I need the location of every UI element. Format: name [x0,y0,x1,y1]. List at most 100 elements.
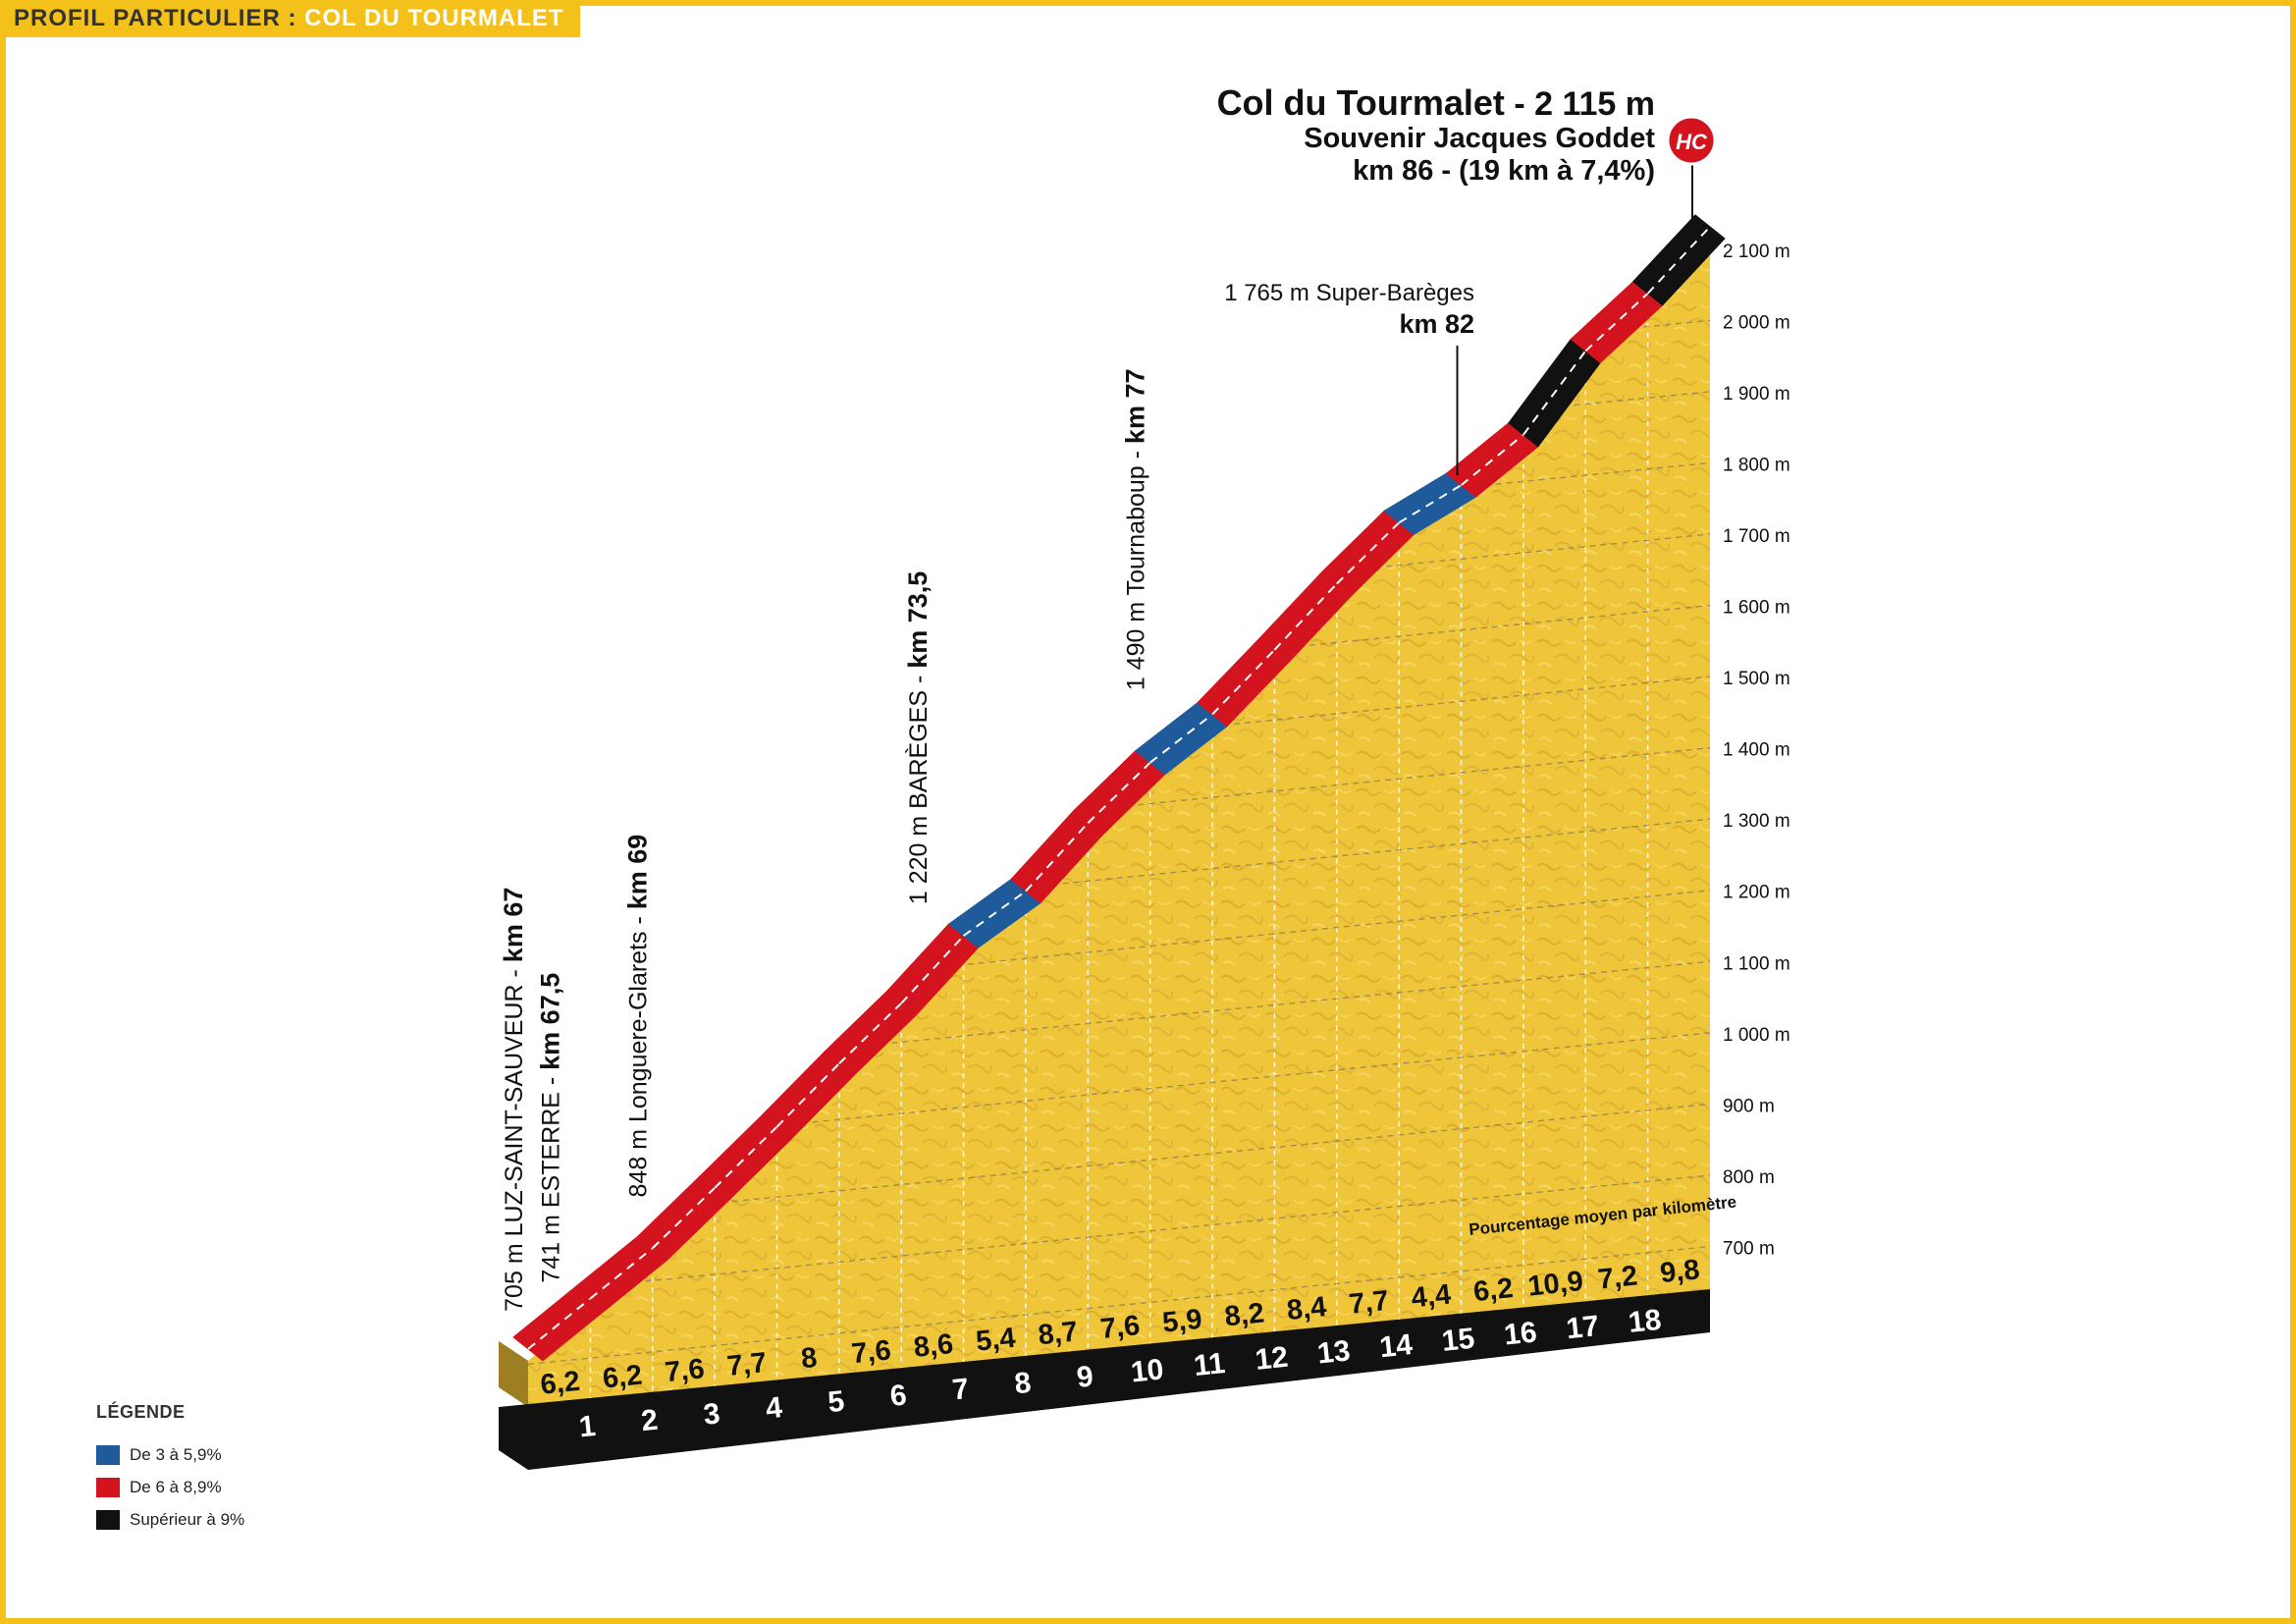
waypoint-alt: 1 490 m [1123,595,1150,690]
superbareges-label: 1 765 m Super-Barèges [1224,280,1474,306]
km-number: 11 [1193,1347,1227,1382]
altitude-tick-label: 1 900 m [1723,384,1790,405]
km-number: 1 [577,1410,597,1444]
gradient-label: 9,8 [1659,1254,1701,1289]
gradient-label: 7,6 [850,1334,892,1370]
km-number: 12 [1254,1341,1290,1377]
legend-item-red: De 6 à 8,9% [96,1471,244,1503]
legend-item-black: Supérieur à 9% [96,1503,244,1536]
waypoint-name: Tournaboup - [1123,444,1150,595]
gradient-label: 7,7 [725,1347,768,1382]
waypoint-label: 1 490 m Tournaboup - km 77 [1121,368,1150,690]
terrain-side-wall [499,1340,528,1407]
waypoint-name: ESTERRE - [538,1070,565,1208]
waypoint-km: km 69 [623,835,653,910]
km-number: 16 [1503,1316,1539,1351]
gradient-label: 7,6 [1098,1310,1141,1345]
altitude-tick-label: 1 800 m [1723,455,1790,475]
legend-label: De 3 à 5,9% [130,1444,222,1464]
summit-souvenir: Souvenir Jacques Goddet [1304,123,1655,155]
waypoint-km: km 67,5 [536,973,565,1070]
altitude-tick-label: 800 m [1723,1167,1775,1188]
gradient-label: 5,9 [1161,1304,1203,1339]
altitude-gridline [1211,676,1711,728]
km-number: 13 [1315,1334,1352,1370]
gradient-label: 6,2 [601,1360,643,1395]
km-number: 18 [1627,1304,1663,1339]
gradient-label: 8,6 [912,1328,954,1364]
altitude-gridline [1363,533,1711,569]
waypoint-alt: 741 m [538,1208,565,1282]
km-number: 6 [888,1379,908,1413]
gradient-label: 6,2 [539,1366,581,1401]
legend-swatch-black [96,1509,120,1530]
superbareges-km: km 82 [1399,309,1474,339]
waypoint-alt: 848 m [625,1122,653,1197]
road-centerline [1522,350,1587,436]
legend-swatch-red [96,1477,120,1497]
waypoint-label: 1 220 m BARÈGES - km 73,5 [903,571,933,904]
km-number: 14 [1378,1328,1415,1364]
waypoint-name: BARÈGES - [904,669,933,809]
altitude-gridline [1116,746,1711,808]
gradient-label: 7,6 [664,1353,706,1388]
altitude-tick-label: 1 600 m [1723,598,1790,619]
gradient-label: 8,4 [1285,1291,1327,1326]
km-number: 8 [1013,1367,1033,1401]
gradient-label: 5,4 [975,1323,1017,1358]
waypoint-km: km 73,5 [903,571,933,669]
gradient-label: 10,9 [1526,1266,1584,1303]
altitude-tick-label: 1 700 m [1723,526,1790,547]
km-number: 5 [827,1385,846,1420]
altitude-gridline [623,1174,1711,1284]
gradient-label: 4,4 [1410,1278,1452,1314]
altitude-tick-label: 2 000 m [1723,312,1790,333]
road-centerline [1149,713,1213,764]
waypoint-label: 741 m ESTERRE - km 67,5 [536,973,565,1283]
legend-title: LÉGENDE [96,1402,186,1422]
summit-hc-text: HC [1676,130,1708,154]
altitude-gridline [1473,461,1711,488]
summit-hc-badge [1666,115,1717,166]
km-number: 10 [1129,1353,1165,1388]
header-prefix: PROFIL PARTICULIER : [14,5,305,31]
waypoint-name: LUZ-SAINT-SAUVEUR - [501,962,528,1236]
altitude-tick-label: 1 000 m [1723,1025,1790,1046]
road-centerline [1398,484,1463,524]
km-number: 7 [951,1373,971,1407]
waypoint-label: 705 m LUZ-SAINT-SAUVEUR - km 67 [499,888,528,1312]
altitude-tick-label: 900 m [1723,1096,1775,1116]
altitude-gridline [945,890,1711,967]
km-number: 2 [640,1404,660,1438]
waypoint-alt: 705 m [501,1236,528,1311]
altitude-gridline [527,1245,1711,1366]
altitude-tick-label: 1 300 m [1723,811,1790,832]
legend-label: Supérieur à 9% [130,1509,245,1529]
base-band [499,1289,1710,1470]
road-segment [1631,214,1726,306]
summit-name: Col du Tourmalet [1216,82,1505,123]
legend-item-blue: De 3 à 5,9% [96,1438,244,1471]
header-climb-name: COL DU TOURMALET [304,5,564,31]
altitude-tick-label: 700 m [1723,1238,1775,1259]
gradient-label: 7,7 [1348,1285,1390,1321]
altitude-gridline [870,960,1711,1047]
summit-altitude: - 2 115 m [1504,85,1655,123]
waypoint-alt: 1 220 m [905,809,933,904]
road-centerline [1460,434,1524,486]
altitude-gridline [710,1103,1711,1205]
km-number: 17 [1565,1310,1601,1345]
km-number: 15 [1440,1323,1476,1358]
waypoint-km: km 67 [499,888,528,963]
waypoint-km: km 77 [1121,368,1150,444]
altitude-tick-label: 1 200 m [1723,883,1790,903]
road-centerline [962,890,1027,937]
altitude-gridline [1041,818,1711,887]
gradient-label: 8,7 [1037,1316,1079,1351]
legend-label: De 6 à 8,9% [130,1477,222,1496]
header-tab: PROFIL PARTICULIER : COL DU TOURMALET [0,0,580,37]
road-centerline [589,1247,654,1300]
